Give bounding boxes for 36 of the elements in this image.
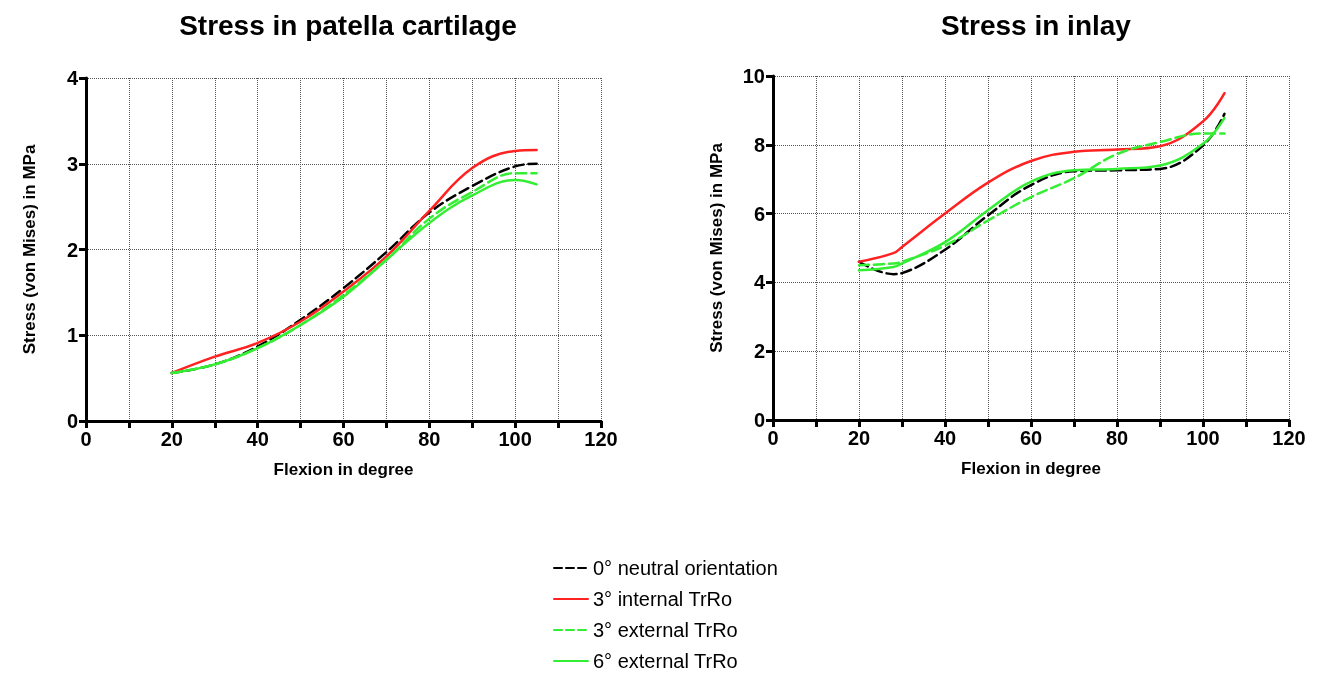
- x-tick-label: 20: [847, 427, 871, 449]
- legend-label: 3° external TrRo: [593, 619, 738, 641]
- x-tick-label: 120: [1272, 427, 1306, 449]
- y-tick-label: 2: [753, 340, 765, 363]
- y-axis-title: Stress (von Mises) in MPa: [707, 142, 726, 353]
- y-tick-label: 1: [66, 324, 78, 347]
- y-tick-label: 0: [753, 409, 765, 431]
- line-series: [857, 91, 1226, 264]
- x-tick-label: 100: [1186, 427, 1220, 449]
- chart-title: Stress in patella cartilage: [179, 9, 517, 41]
- legend-label: 3° internal TrRo: [593, 588, 733, 610]
- x-tick-label: 0: [80, 428, 92, 450]
- x-tick-label: 40: [246, 428, 269, 450]
- legend-label: 6° external TrRo: [593, 650, 738, 672]
- y-tick-label: 4: [66, 67, 79, 89]
- x-tick-label: 120: [584, 428, 618, 450]
- x-axis-title: Flexion in degree: [961, 459, 1101, 478]
- y-axis-title: Stress (von Mises) in MPa: [20, 144, 39, 355]
- y-tick-label: 3: [66, 152, 78, 175]
- x-axis-title: Flexion in degree: [273, 460, 414, 479]
- y-tick-label: 10: [742, 65, 765, 87]
- y-tick-label: 6: [753, 202, 765, 225]
- legend-label: 0° neutral orientation: [593, 557, 778, 579]
- x-tick-label: 20: [160, 428, 183, 450]
- x-tick-label: 60: [332, 428, 355, 450]
- chart-title: Stress in inlay: [941, 9, 1132, 41]
- x-tick-label: 80: [418, 428, 441, 450]
- x-tick-label: 60: [1019, 427, 1043, 449]
- y-tick-label: 8: [753, 133, 765, 156]
- x-tick-label: 40: [933, 427, 957, 449]
- y-tick-label: 2: [66, 238, 78, 261]
- x-tick-label: 100: [498, 428, 532, 450]
- x-tick-label: 0: [767, 427, 779, 449]
- y-tick-label: 0: [66, 410, 78, 432]
- y-tick-label: 4: [753, 271, 766, 294]
- x-tick-label: 80: [1105, 427, 1129, 449]
